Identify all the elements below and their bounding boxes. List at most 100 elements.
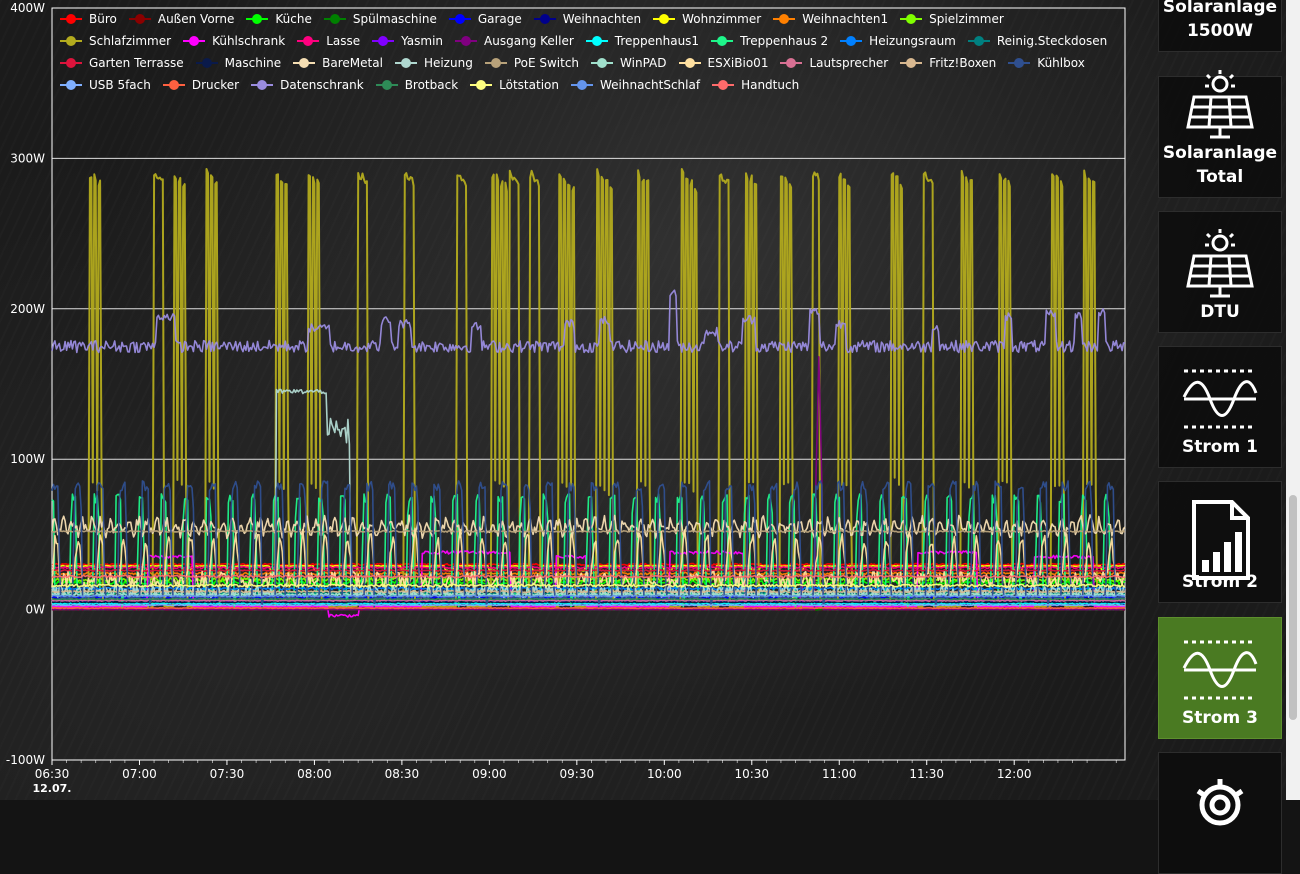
legend-item-baremetal[interactable]: BareMetal [293,55,383,71]
legend-label: Lautsprecher [809,56,889,70]
series-line-ausgang-keller [52,356,1125,611]
legend-item-treppenhaus1[interactable]: Treppenhaus1 [585,33,699,49]
legend-item-drucker[interactable]: Drucker [162,77,240,93]
sidebar-button-label: DTU [1200,302,1240,322]
legend-item-yasmin[interactable]: Yasmin [372,33,443,49]
legend-item-k-hlschrank[interactable]: Kühlschrank [183,33,285,49]
legend-item-garage[interactable]: Garage [448,11,522,27]
scrollbar-thumb[interactable] [1289,495,1297,720]
sidebar-button-solaranlage-total[interactable]: Solaranlage Total [1158,70,1282,198]
legend-item-poe-switch[interactable]: PoE Switch [484,55,579,71]
legend-item-lasse[interactable]: Lasse [297,33,360,49]
sidebar-button-settings[interactable] [1158,752,1282,874]
legend-swatch [297,36,320,46]
sidebar-button-label: Strom 2 [1182,572,1258,592]
sidebar-button-label: Strom 3 [1182,708,1258,728]
legend-item-spielzimmer[interactable]: Spielzimmer [900,11,1004,27]
legend-item-garten-terrasse[interactable]: Garten Terrasse [60,55,184,71]
chart-legend: Büro Außen Vorne Küche Spülmaschine Garage We… [60,11,1130,93]
legend-item-k-che[interactable]: Küche [246,11,312,27]
legend-item-weihnachten[interactable]: Weihnachten [533,11,641,27]
legend-item-treppenhaus-2[interactable]: Treppenhaus 2 [711,33,828,49]
legend-item-heizungsraum[interactable]: Heizungsraum [840,33,956,49]
x-tick-label: 12:00 [997,767,1032,781]
x-tick-label: 11:30 [909,767,944,781]
wave-icon [1180,363,1260,435]
legend-item-winpad[interactable]: WinPAD [591,55,667,71]
legend-label: WeihnachtSchlaf [599,78,701,92]
x-tick-label: 09:00 [472,767,507,781]
legend-swatch [678,58,701,68]
legend-item-weihnachtschlaf[interactable]: WeihnachtSchlaf [570,77,701,93]
legend-label: Büro [89,12,117,26]
sidebar-button-strom-1[interactable]: Strom 1 [1158,346,1282,468]
y-tick-label: 200W [10,302,45,316]
legend-item-weihnachten1[interactable]: Weihnachten1 [773,11,888,27]
legend-swatch [293,58,316,68]
legend-item-heizung[interactable]: Heizung [394,55,473,71]
legend-label: Lötstation [499,78,559,92]
legend-item-l-tstation[interactable]: Lötstation [470,77,559,93]
legend-item-brotback[interactable]: Brotback [375,77,458,93]
series-line-weihnachten1 [51,571,1126,576]
y-tick-label: 400W [10,1,45,15]
legend-label: Drucker [191,78,240,92]
legend-label: Außen Vorne [157,12,235,26]
legend-item-datenschrank[interactable]: Datenschrank [251,77,364,93]
legend-item-usb-5fach[interactable]: USB 5fach [60,77,151,93]
legend-swatch [484,58,507,68]
legend-item-sp-lmaschine[interactable]: Spülmaschine [323,11,437,27]
series-line-brotback [51,597,1126,601]
series-line-treppenhaus1 [51,602,1126,605]
legend-item-schlafzimmer[interactable]: Schlafzimmer [60,33,171,49]
legend-item-lautsprecher[interactable]: Lautsprecher [780,55,888,71]
legend-swatch [900,14,923,24]
x-date-label: 12.07. [33,782,72,795]
legend-swatch [246,14,269,24]
series-line-poe-switch [51,529,1126,533]
sidebar-button-solaranlage-1500w[interactable]: Solaranlage 1500W [1158,0,1282,52]
legend-swatch [60,80,82,90]
legend-label: USB 5fach [89,78,151,92]
legend-swatch [900,58,923,68]
legend-label: Schlafzimmer [89,34,172,48]
sidebar-button-dtu[interactable]: DTU [1158,211,1282,333]
settings-gear-icon [1180,761,1260,833]
series-line-l-tstation [51,583,1126,588]
legend-swatch [570,80,593,90]
legend-swatch [967,36,990,46]
series-line-treppenhaus-2 [51,493,1126,608]
legend-item-k-hlbox[interactable]: Kühlbox [1008,55,1085,71]
legend-swatch [375,80,398,90]
x-tick-label: 09:30 [560,767,595,781]
legend-label: Garage [477,12,522,26]
legend-item-reinig-steckdosen[interactable]: Reinig.Steckdosen [967,33,1107,49]
legend-swatch [251,80,274,90]
series-line-lasse [51,565,1126,570]
legend-swatch [162,80,185,90]
grid-layer [51,7,1126,761]
legend-item-esxibio01[interactable]: ESXiBio01 [678,55,769,71]
legend-item-ausgang-keller[interactable]: Ausgang Keller [455,33,574,49]
legend-item-fritz-boxen[interactable]: Fritz!Boxen [900,55,996,71]
legend-label: ESXiBio01 [707,56,769,70]
sidebar-button-strom-3[interactable]: Strom 3 [1158,617,1282,739]
legend-item-maschine[interactable]: Maschine [195,55,281,71]
legend-label: Yasmin [401,34,444,48]
x-tick-label: 08:00 [297,767,332,781]
legend-label: Kühlschrank [212,34,286,48]
vertical-scrollbar[interactable] [1286,0,1300,800]
legend-swatch [585,36,608,46]
legend-swatch [323,14,346,24]
legend-swatch [183,36,206,46]
legend-item-b-ro[interactable]: Büro [60,11,117,27]
sidebar-button-strom-2[interactable]: Strom 2 [1158,481,1282,603]
legend-item-au-en-vorne[interactable]: Außen Vorne [128,11,235,27]
wave-icon [1180,634,1260,706]
legend-swatch [60,36,82,46]
legend-item-wohnzimmer[interactable]: Wohnzimmer [653,11,761,27]
sidebar-button-label: Strom 1 [1182,437,1258,457]
legend-item-handtuch[interactable]: Handtuch [712,77,799,93]
legend-label: Heizungsraum [869,34,956,48]
